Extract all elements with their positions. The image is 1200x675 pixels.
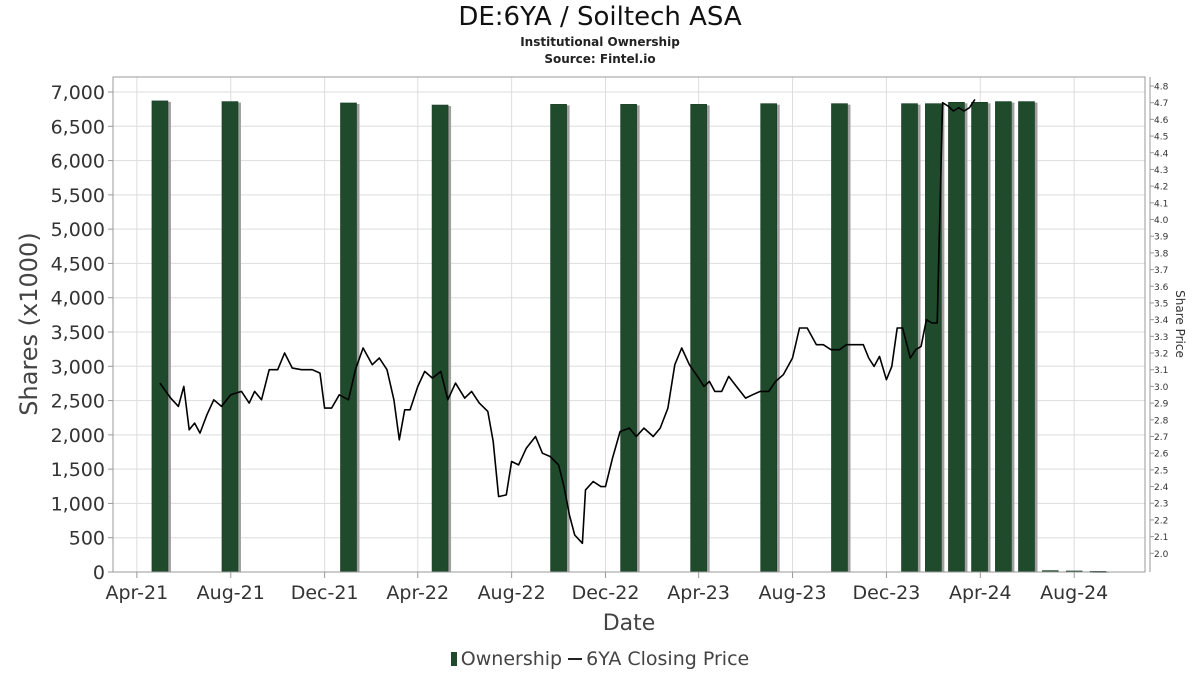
- y2-tick-label: 2.8: [1154, 416, 1169, 426]
- x-tick-label: Dec-21: [291, 582, 359, 604]
- legend-ownership-label: Ownership: [460, 647, 563, 670]
- y-tick-label: 2,500: [51, 391, 105, 413]
- price-legend-swatch: [568, 657, 583, 660]
- y-tick-label: 500: [69, 528, 105, 550]
- y2-tick-label: 4.0: [1154, 216, 1169, 226]
- ownership-bar: [340, 102, 357, 573]
- x-tick-label: Apr-24: [949, 582, 1012, 604]
- ownership-bars: [151, 100, 1110, 573]
- ownership-bar: [151, 100, 169, 573]
- x-tick-label: Apr-22: [386, 582, 449, 604]
- y-tick-label: 1,500: [51, 459, 105, 481]
- y-tick-label: 5,000: [51, 219, 105, 241]
- ownership-bar: [948, 101, 965, 573]
- y2-tick-label: 2.2: [1154, 516, 1168, 526]
- y-tick-label: 3,000: [51, 356, 105, 378]
- y2-tick-label: 2.7: [1154, 433, 1168, 443]
- x-tick-label: Aug-23: [758, 582, 826, 604]
- y2-tick-label: 4.2: [1154, 183, 1168, 193]
- y2-tick-label: 4.7: [1154, 99, 1168, 109]
- y2-tick-label: 3.4: [1154, 316, 1169, 326]
- y-tick-label: 0: [93, 562, 105, 584]
- y2-tick-label: 2.1: [1154, 533, 1168, 543]
- y2-tick-label: 3.1: [1154, 366, 1168, 376]
- x-tick-label: Aug-24: [1040, 582, 1108, 604]
- y2-tick-label: 2.4: [1154, 483, 1169, 493]
- y-axis-label: Shares (x1000): [15, 232, 43, 415]
- y2-tick-label: 3.2: [1154, 350, 1168, 360]
- y-tick-label: 2,000: [51, 425, 105, 447]
- x-tick-label: Apr-23: [667, 582, 730, 604]
- y-axis-left: 0 500 1,000 1,500 2,000 2,500 3,000 3,500 4,000 4…: [51, 82, 113, 584]
- y2-tick-label: 4.5: [1154, 133, 1168, 143]
- ownership-bar: [1018, 101, 1035, 573]
- y-tick-label: 1,000: [51, 493, 105, 515]
- ownership-bar: [831, 103, 848, 573]
- x-tick-label: Aug-21: [197, 582, 265, 604]
- y2-tick-label: 2.3: [1154, 500, 1168, 510]
- y2-tick-label: 4.6: [1154, 116, 1169, 126]
- y-tick-label: 6,000: [51, 151, 105, 173]
- y2-tick-label: 2.9: [1154, 400, 1169, 410]
- plot-frame: [112, 76, 1146, 573]
- ownership-bar: [690, 104, 707, 573]
- y2-tick-label: 3.7: [1154, 266, 1168, 276]
- y2-tick-label: 3.5: [1154, 299, 1168, 309]
- y2-tick-label: 4.8: [1154, 83, 1169, 93]
- ownership-bar: [221, 101, 239, 573]
- y-tick-label: 4,000: [51, 288, 105, 310]
- y2-tick-label: 4.4: [1154, 149, 1169, 159]
- ownership-bar: [901, 103, 918, 573]
- y2-tick-label: 4.1: [1154, 199, 1168, 209]
- y-tick-label: 7,000: [51, 82, 105, 104]
- ownership-bar: [760, 103, 777, 573]
- y2-tick-label: 3.8: [1154, 249, 1169, 259]
- y-tick-label: 5,500: [51, 185, 105, 207]
- chart-source: Source: Fintel.io: [544, 52, 656, 66]
- y2-tick-label: 2.6: [1154, 450, 1169, 460]
- ownership-bar: [550, 104, 567, 573]
- ownership-bar: [431, 104, 449, 573]
- y2-tick-label: 2.0: [1154, 550, 1169, 560]
- y2-tick-label: 4.3: [1154, 166, 1168, 176]
- x-axis: Apr-21 Aug-21 Dec-21 Apr-22 Aug-22 Dec-22 Apr-…: [106, 572, 1108, 604]
- ownership-bar: [620, 104, 637, 573]
- y2-tick-label: 3.6: [1154, 283, 1169, 293]
- y2-tick-label: 3.3: [1154, 333, 1168, 343]
- price-line: [159, 98, 976, 545]
- y2-tick-label: 2.5: [1154, 466, 1168, 476]
- ownership-bar: [971, 101, 988, 573]
- ownership-bar: [925, 103, 942, 573]
- ownership-bar: [995, 101, 1012, 573]
- x-tick-label: Dec-22: [572, 582, 640, 604]
- chart-subtitle: Institutional Ownership: [520, 35, 680, 49]
- y-tick-label: 6,500: [51, 116, 105, 138]
- y2-axis-label: Share Price: [1173, 290, 1187, 358]
- x-tick-label: Apr-21: [106, 582, 169, 604]
- legend: Ownership 6YA Closing Price: [0, 647, 1200, 670]
- y-axis-right: 2.0 2.1 2.2 2.3 2.4 2.5 2.6 2.7 2.8 2.9 3.0 3.1 3.2 3…: [1149, 77, 1169, 572]
- price-line-group: [159, 98, 976, 545]
- x-tick-label: Dec-23: [853, 582, 921, 604]
- x-tick-label: Aug-22: [478, 582, 546, 604]
- y2-tick-label: 3.9: [1154, 233, 1169, 243]
- y-tick-label: 4,500: [51, 253, 105, 275]
- chart-title: DE:6YA / Soiltech ASA: [458, 2, 742, 32]
- y-tick-label: 3,500: [51, 322, 105, 344]
- legend-price-label: 6YA Closing Price: [586, 647, 750, 670]
- x-axis-label: Date: [603, 611, 656, 636]
- ownership-legend-swatch: [450, 651, 457, 666]
- y2-tick-label: 3.0: [1154, 383, 1169, 393]
